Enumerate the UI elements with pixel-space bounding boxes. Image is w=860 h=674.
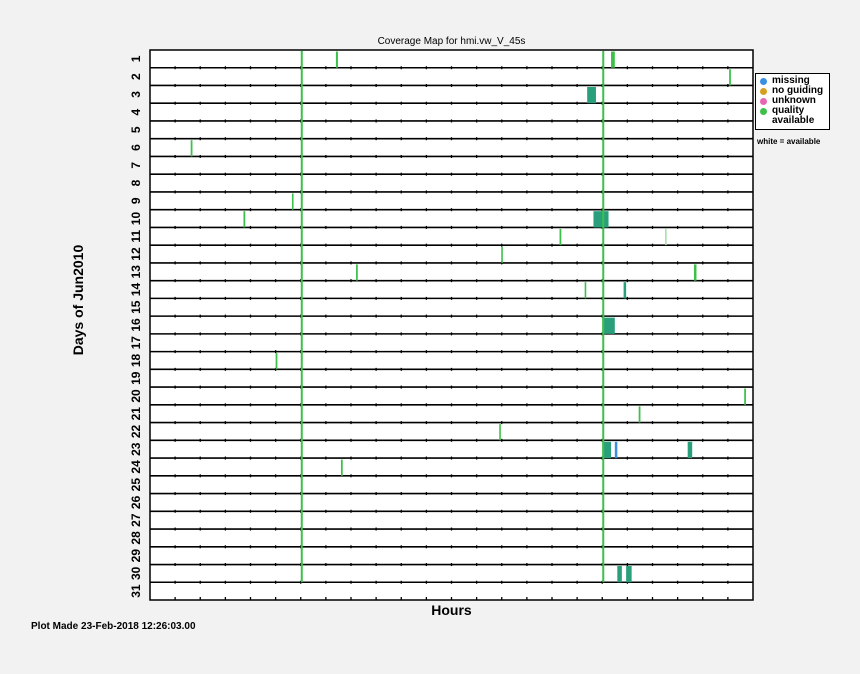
coverage-mark (499, 424, 501, 441)
legend-dot-missing (760, 78, 767, 85)
coverage-mark (584, 282, 587, 299)
day-label: 3 (129, 91, 143, 98)
day-label: 23 (129, 442, 143, 456)
day-label: 16 (129, 318, 143, 332)
plot-timestamp: Plot Made 23-Feb-2018 12:26:03.00 (31, 621, 196, 632)
coverage-mark (744, 388, 746, 405)
day-label: 18 (129, 353, 143, 367)
day-label: 22 (129, 424, 143, 438)
coverage-mark (593, 211, 609, 228)
coverage-mark (243, 211, 246, 228)
coverage-mark (501, 246, 503, 263)
coverage-mark (665, 228, 667, 246)
hour-ticks (174, 66, 729, 600)
coverage-mark (602, 317, 615, 334)
day-label: 4 (129, 108, 143, 115)
day-label: 10 (129, 212, 143, 226)
coverage-mark (275, 353, 278, 370)
coverage-mark (335, 51, 338, 68)
day-label: 9 (129, 197, 143, 204)
day-label: 30 (129, 566, 143, 580)
day-label: 15 (129, 300, 143, 314)
coverage-span (300, 51, 303, 583)
legend-item-quality: quality available (760, 106, 829, 126)
coverage-mark (611, 51, 615, 68)
coverage-mark (617, 566, 622, 583)
legend-label: quality available (772, 105, 815, 126)
day-label: 20 (129, 389, 143, 403)
legend-label: missing (772, 75, 810, 86)
legend-item-no-guiding: no guiding (760, 86, 829, 96)
day-label: 1 (129, 55, 143, 62)
day-label: 19 (129, 371, 143, 385)
legend-dot-unknown (760, 98, 767, 105)
day-label: 21 (129, 407, 143, 421)
chart-title: Coverage Map for hmi.vw_V_45s (377, 36, 526, 47)
coverage-mark (729, 69, 731, 86)
x-axis-label: Hours (431, 602, 472, 618)
day-label: 11 (129, 230, 143, 243)
coverage-mark (626, 566, 632, 583)
day-label: 24 (129, 460, 143, 474)
coverage-mark (356, 264, 358, 281)
day-label: 17 (129, 336, 143, 350)
day-label: 6 (129, 144, 143, 151)
day-label: 2 (129, 73, 143, 80)
legend-note: white = available (757, 137, 821, 146)
day-label: 12 (129, 247, 143, 261)
day-label: 8 (129, 179, 143, 186)
coverage-marks (190, 51, 746, 583)
coverage-mark (587, 86, 596, 104)
coverage-mark (602, 441, 612, 459)
day-label: 5 (129, 126, 143, 133)
legend-label: no guiding (772, 85, 824, 96)
coverage-mark (291, 193, 294, 210)
coverage-mark (614, 441, 618, 459)
legend: missing no guiding unknown quality avail… (755, 73, 830, 130)
day-label: 31 (129, 584, 143, 598)
coverage-mark (559, 228, 562, 246)
plot-area (149, 49, 754, 601)
legend-item-unknown: unknown (760, 96, 829, 106)
coverage-mark (190, 140, 193, 157)
legend-label: unknown (772, 95, 816, 106)
day-label: 7 (129, 162, 143, 169)
coverage-mark (693, 264, 697, 281)
legend-item-missing: missing (760, 76, 829, 86)
legend-dot-no-guiding (760, 88, 767, 95)
coverage-mark (638, 406, 641, 423)
day-label: 26 (129, 495, 143, 509)
day-label: 27 (129, 513, 143, 527)
day-label: 14 (129, 283, 143, 297)
legend-dot-quality (760, 108, 767, 115)
y-axis-label: Days of Jun2010 (70, 244, 86, 356)
day-label: 28 (129, 531, 143, 545)
day-label: 29 (129, 549, 143, 563)
coverage-mark (687, 441, 693, 459)
day-label: 13 (129, 265, 143, 279)
coverage-mark (340, 459, 343, 476)
coverage-span (602, 51, 605, 583)
coverage-mark (623, 282, 627, 299)
day-labels: 1234567891011121314151617181920212223242… (129, 55, 143, 598)
day-label: 25 (129, 478, 143, 492)
